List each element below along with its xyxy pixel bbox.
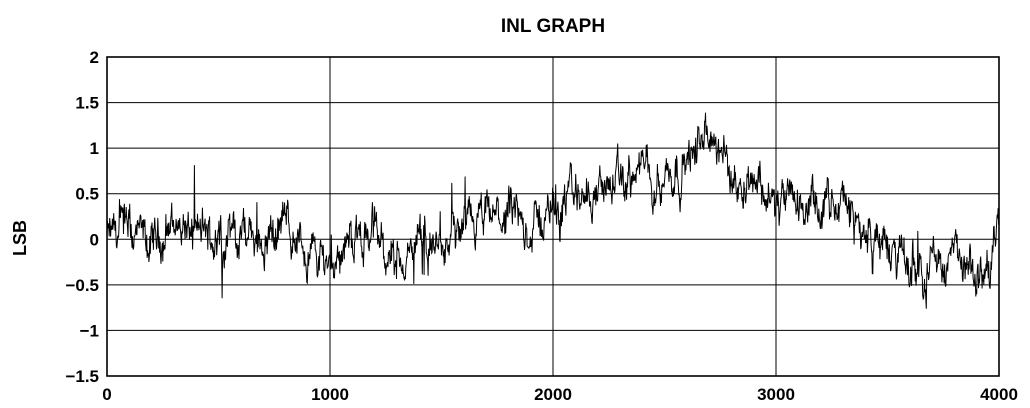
series-line-group (106, 112, 1000, 309)
x-tick-labels: 0 1000 2000 3000 4000 (102, 385, 1018, 404)
y-tick-label: 1.5 (75, 94, 99, 113)
x-tick-label: 2000 (534, 385, 572, 404)
x-tick-label: 4000 (980, 385, 1018, 404)
y-tick-labels: −1.5 −1 −0.5 0 0.5 1 1.5 2 (65, 48, 99, 386)
y-tick-label: 2 (90, 48, 99, 67)
y-tick-label: 0.5 (75, 185, 99, 204)
y-tick-label: 0 (90, 230, 99, 249)
y-tick-label: −1.5 (65, 367, 99, 386)
x-tick-label: 0 (102, 385, 111, 404)
y-axis-label: LSB (10, 220, 30, 256)
y-tick-label: −1 (80, 321, 99, 340)
x-tick-label: 1000 (311, 385, 349, 404)
y-tick-label: 1 (90, 139, 99, 158)
plot-frame (106, 56, 1000, 377)
inl-series-line (106, 112, 1000, 309)
y-tick-label: −0.5 (65, 276, 99, 295)
chart-title: INL GRAPH (501, 16, 605, 37)
grid-lines (106, 56, 1000, 377)
x-tick-label: 3000 (757, 385, 795, 404)
